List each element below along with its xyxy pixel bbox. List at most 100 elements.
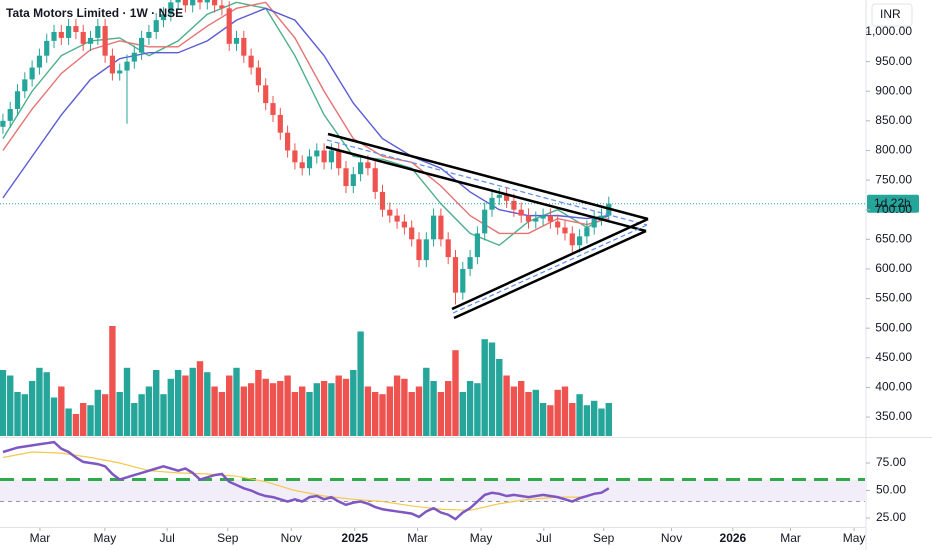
volume-bar	[357, 331, 364, 436]
volume-bar	[94, 389, 102, 436]
volume-bar	[262, 378, 269, 436]
rsi-band	[0, 479, 865, 502]
volume-bar	[335, 375, 342, 436]
candle-body	[131, 52, 137, 62]
rsi-line	[2, 440, 610, 521]
candle-body	[489, 197, 495, 210]
volume-bar	[408, 392, 415, 436]
y-tick-label: 350.00	[875, 409, 912, 423]
candle-body	[394, 215, 400, 222]
candle-body	[306, 156, 313, 169]
volume-bar	[123, 367, 131, 436]
candle-body	[518, 209, 524, 216]
volume-layer	[0, 326, 612, 436]
candle-body	[438, 215, 444, 240]
volume-bar	[583, 405, 591, 436]
candle-body	[292, 150, 298, 163]
y-tick-label: 500.00	[875, 320, 912, 334]
volume-bar	[7, 375, 14, 436]
y-tick-label: 400.00	[875, 380, 912, 394]
volume-bar	[277, 381, 284, 436]
volume-bar	[393, 375, 401, 436]
currency-label[interactable]: INR	[880, 7, 901, 21]
x-tick-label: Sep	[593, 531, 615, 545]
x-tick-label: May	[843, 531, 866, 545]
volume-bar	[547, 405, 554, 436]
volume-bar	[218, 392, 226, 436]
candle-body	[350, 174, 356, 187]
candle-body	[452, 257, 459, 293]
y-tick-label: 950.00	[875, 54, 912, 68]
candle-body	[387, 209, 393, 216]
candle-body	[197, 0, 203, 3]
trend-line	[453, 229, 647, 320]
volume-bar	[525, 392, 532, 436]
candle-body	[139, 37, 145, 53]
y-tick-label: 600.00	[875, 261, 912, 275]
candle-body	[109, 55, 116, 74]
candle-body	[255, 67, 262, 86]
volume-bar	[0, 370, 7, 436]
volume-bar	[488, 342, 496, 436]
volume-bar	[299, 386, 306, 436]
candle-body	[14, 91, 21, 109]
volume-bar	[269, 383, 277, 436]
rsi-y-tick-label: 75.00	[876, 455, 906, 469]
volume-bar	[350, 370, 357, 436]
currency-box[interactable]	[871, 3, 913, 27]
candle-body	[277, 114, 283, 133]
volume-bar	[182, 375, 189, 436]
volume-bar	[14, 392, 21, 436]
volume-bar	[116, 392, 123, 436]
candle-body	[263, 85, 269, 104]
candle-body	[248, 55, 254, 68]
volume-bar	[481, 339, 488, 436]
volume-bar	[371, 392, 379, 436]
x-tick-label: Sep	[217, 531, 239, 545]
candle-body	[117, 70, 123, 74]
volume-bar	[496, 359, 503, 436]
x-tick-label: Mar	[780, 531, 801, 545]
candle-body	[7, 109, 13, 121]
candle-body	[555, 221, 561, 228]
chart-title: Tata Motors Limited · 1W · NSE	[6, 6, 183, 20]
candle-body	[569, 233, 575, 246]
candle-body	[357, 162, 364, 175]
volume-bar	[204, 372, 211, 436]
candle-body	[175, 0, 181, 3]
candle-body	[270, 103, 276, 115]
candle-body	[36, 55, 43, 68]
volume-bar	[72, 414, 80, 436]
volume-bar	[58, 386, 65, 436]
volume-bar	[306, 392, 313, 436]
candle-body	[423, 239, 429, 261]
volume-bar	[145, 386, 153, 436]
candle-body	[241, 37, 247, 56]
volume-bar	[233, 367, 240, 436]
candle-body	[591, 218, 597, 228]
candle-body	[365, 162, 371, 169]
rsi-y-tick-label: 25.00	[876, 510, 906, 524]
volume-bar	[50, 397, 58, 436]
volume-bar	[452, 350, 459, 436]
candle-body	[496, 194, 502, 198]
candle-body	[525, 215, 532, 222]
rsi-y-tick-label: 50.00	[876, 483, 906, 497]
candle-body	[511, 200, 517, 210]
candle-body	[314, 150, 320, 157]
volume-bar	[174, 370, 182, 436]
candle-body	[182, 0, 189, 6]
volume-bar	[247, 383, 255, 436]
y-tick-label: 1,000.00	[865, 24, 912, 38]
countdown-tag	[867, 194, 919, 213]
volume-bar	[532, 389, 539, 436]
volume-bar	[167, 378, 175, 436]
x-tick-label: 2026	[720, 531, 747, 545]
volume-bar	[131, 403, 138, 436]
triangle-drawing	[325, 132, 649, 320]
volume-bar	[598, 408, 605, 436]
channel-mid-line	[326, 139, 648, 226]
x-tick-label: Jul	[159, 531, 174, 545]
